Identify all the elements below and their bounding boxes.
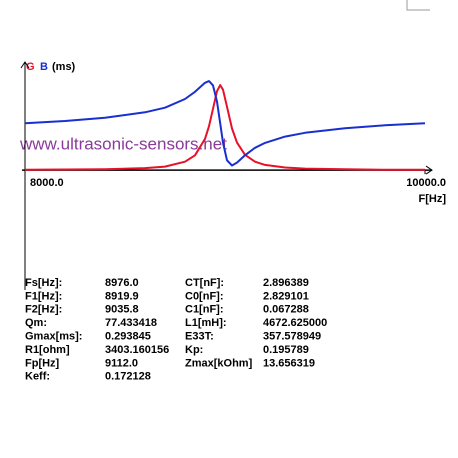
series-line: [24, 84, 425, 171]
param-value: 357.578949: [263, 331, 321, 343]
param-label: Gmax[ms]:: [25, 331, 82, 343]
param-label: Qm:: [25, 317, 47, 329]
param-label: Fp[Hz]: [25, 357, 60, 369]
param-label: F1[Hz]:: [25, 290, 62, 302]
x-tick-label: 8000.0: [30, 177, 64, 189]
param-label: R1[ohm]: [25, 344, 70, 356]
x-axis-label: F[Hz]: [419, 193, 447, 205]
param-value: 0.195789: [263, 344, 309, 356]
y-axis-label: (ms): [52, 61, 76, 73]
x-axis-arrow: [425, 165, 433, 175]
legend-g: G: [26, 61, 35, 73]
param-value: 8919.9: [105, 290, 139, 302]
param-value: 2.829101: [263, 290, 309, 302]
param-label: Zmax[kOhm]: [185, 357, 253, 369]
param-value: 4672.625000: [263, 317, 327, 329]
param-label: C0[nF]:: [185, 290, 224, 302]
param-value: 0.293845: [105, 331, 151, 343]
param-label: Keff:: [25, 371, 50, 383]
param-value: 77.433418: [105, 317, 157, 329]
param-label: C1[nF]:: [185, 304, 224, 316]
frame-corner: [406, 0, 430, 11]
param-value: 2.896389: [263, 277, 309, 289]
param-label: Fs[Hz]:: [25, 277, 62, 289]
param-value: 9112.0: [105, 357, 138, 369]
param-value: 0.067288: [263, 304, 309, 316]
param-value: 3403.160156: [105, 344, 169, 356]
param-label: CT[nF]:: [185, 277, 224, 289]
param-label: Kp:: [185, 344, 203, 356]
series-line: [24, 80, 426, 167]
legend-b: B: [40, 61, 48, 73]
param-value: 0.172128: [105, 371, 151, 383]
param-value: 9035.8: [105, 304, 139, 316]
param-value: 8976.0: [105, 277, 139, 289]
param-label: F2[Hz]:: [25, 304, 62, 316]
param-label: E33T:: [185, 331, 214, 343]
x-tick-label: 10000.0: [406, 177, 446, 189]
param-label: L1[mH]:: [185, 317, 227, 329]
watermark: www.ultrasonic-sensors.net: [19, 134, 227, 153]
param-value: 13.656319: [263, 357, 315, 369]
y-axis-arrow: [20, 61, 30, 69]
